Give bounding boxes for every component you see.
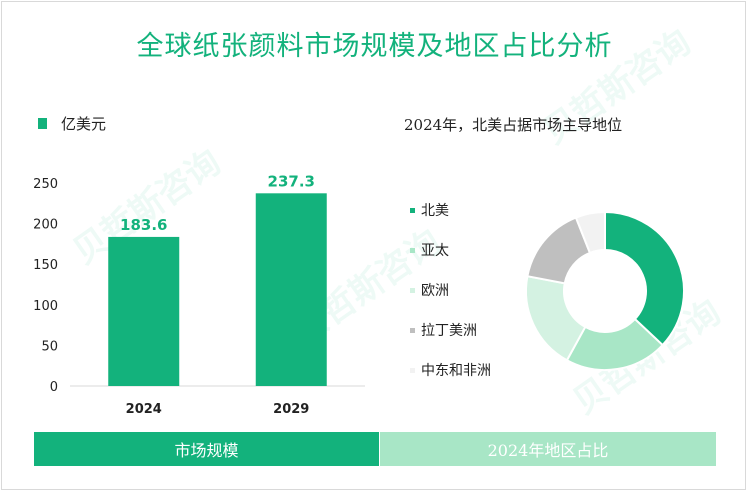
y-tick-label: 0 — [50, 380, 58, 395]
legend-swatch — [38, 118, 47, 129]
bar-value-label: 237.3 — [268, 172, 315, 190]
page-title: 全球纸张颜料市场规模及地区占比分析 — [136, 31, 613, 62]
bottom-tab-label: 2024年地区占比 — [487, 441, 609, 460]
bar-legend: 亿美元 — [38, 113, 106, 134]
bottom-tab-region-share: 2024年地区占比 — [380, 432, 716, 466]
legend-swatch — [410, 327, 415, 333]
bar — [108, 236, 180, 386]
donut-slice — [604, 210, 685, 347]
x-tick-label: 2024 — [126, 402, 162, 417]
bottom-tab-market-size: 市场规模 — [34, 432, 379, 466]
x-tick-label: 2029 — [273, 402, 309, 417]
legend-label: 亚太 — [421, 243, 449, 259]
legend-label: 拉丁美洲 — [421, 323, 477, 339]
legend-item: 拉丁美洲 — [410, 320, 477, 340]
y-tick-label: 200 — [33, 218, 58, 233]
y-tick-label: 100 — [33, 299, 58, 314]
legend-swatch — [410, 367, 415, 373]
donut-slice — [574, 210, 606, 255]
legend-item: 中东和非洲 — [410, 360, 491, 380]
legend-item: 北美 — [410, 200, 449, 220]
y-tick-label: 250 — [33, 177, 58, 192]
legend-swatch — [410, 207, 415, 213]
bar-value-label: 183.6 — [120, 216, 167, 234]
y-tick-label: 150 — [33, 258, 58, 273]
legend-label: 亿美元 — [61, 115, 107, 133]
legend-item: 欧洲 — [410, 280, 449, 300]
y-tick-label: 50 — [41, 339, 58, 354]
bar — [255, 193, 327, 386]
legend-label: 欧洲 — [421, 283, 449, 299]
bottom-tab-label: 市场规模 — [174, 441, 239, 460]
donut-subtitle: 2024年，北美占据市场主导地位 — [404, 116, 623, 134]
legend-swatch — [410, 247, 415, 253]
legend-item: 亚太 — [410, 240, 449, 260]
legend-swatch — [410, 287, 415, 293]
legend-label: 北美 — [421, 203, 449, 219]
legend-label: 中东和非洲 — [421, 363, 491, 379]
